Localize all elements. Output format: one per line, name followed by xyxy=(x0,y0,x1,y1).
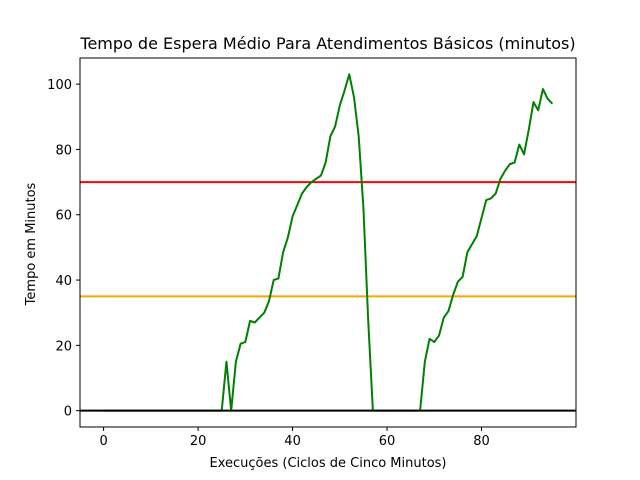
x-tick-label: 40 xyxy=(284,434,301,449)
x-tick-label: 80 xyxy=(473,434,490,449)
y-tick-label: 0 xyxy=(64,405,72,420)
x-ticks: 0 20 40 60 80 xyxy=(99,427,490,449)
y-axis-label: Tempo em Minutos xyxy=(24,182,39,306)
y-tick-label: 20 xyxy=(55,339,72,354)
y-tick-label: 80 xyxy=(55,143,72,158)
y-tick-label: 60 xyxy=(55,209,72,224)
x-tick-label: 60 xyxy=(379,434,396,449)
series-group xyxy=(80,73,576,412)
y-tick-label: 40 xyxy=(55,274,72,289)
x-tick-label: 20 xyxy=(190,434,207,449)
y-ticks: 0 20 40 60 80 100 xyxy=(47,78,80,420)
plot-frame xyxy=(79,57,577,428)
x-axis-label: Execuções (Ciclos de Cinco Minutos) xyxy=(209,456,446,471)
reference-lines xyxy=(80,181,576,298)
y-tick-label: 100 xyxy=(47,78,72,93)
x-tick-label: 0 xyxy=(99,434,107,449)
chart-title: Tempo de Espera Médio Para Atendimentos … xyxy=(79,34,575,53)
